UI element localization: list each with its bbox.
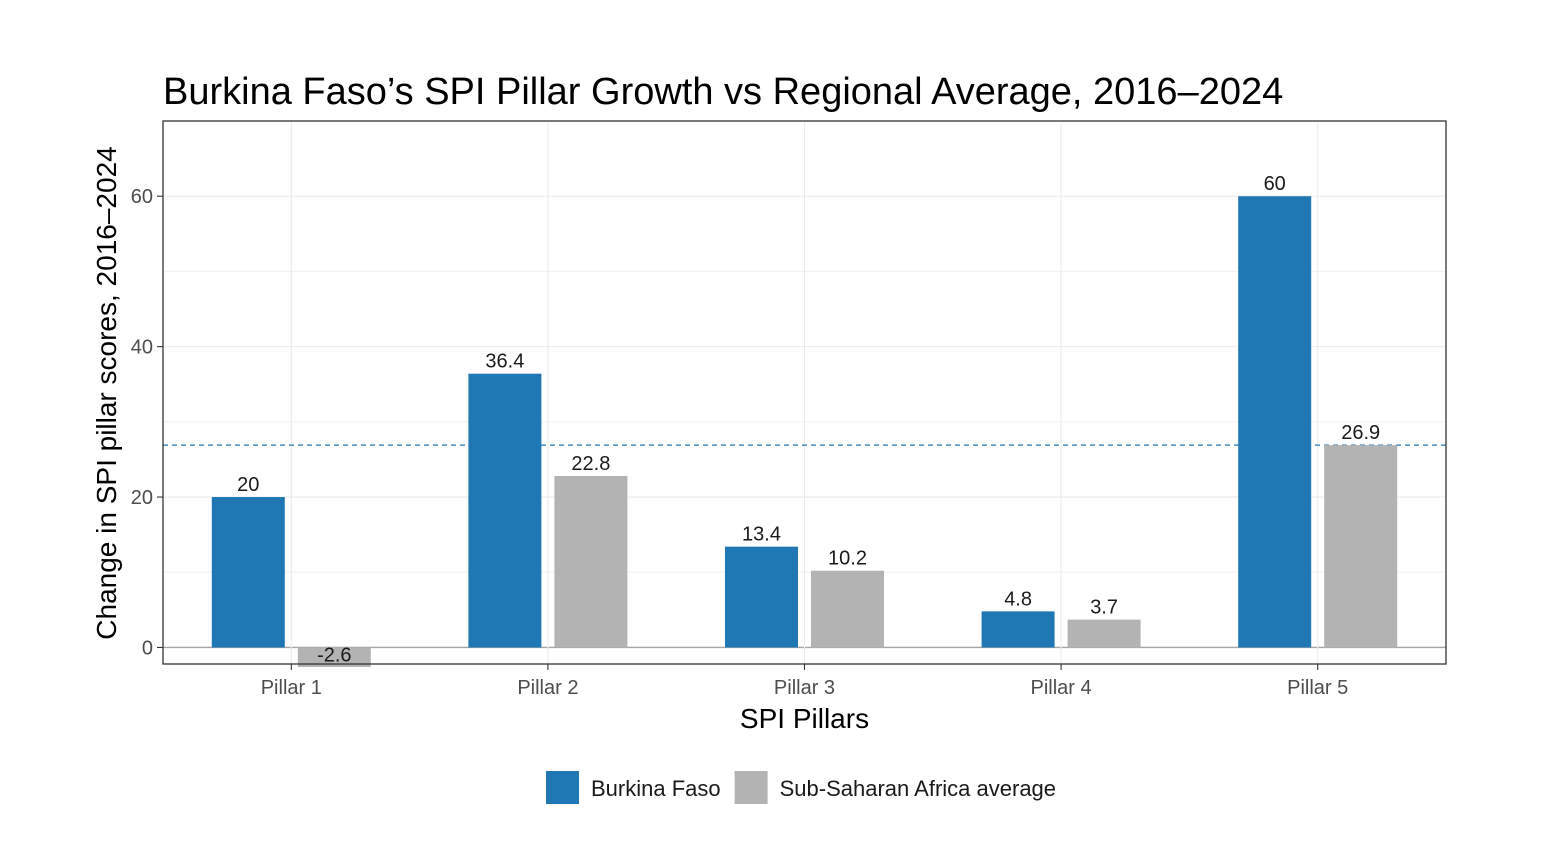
bar-value-label: 22.8	[571, 453, 610, 475]
axis-layer: 0 20 40 60 Pillar 1 Pillar 2 Pillar 3 Pillar 4 P…	[131, 186, 1349, 699]
bar-label-layer: 20 36.4 13.4 4.8 60 -2.6 22.8 10.2 3.7 26.9	[237, 173, 1380, 666]
bar-burkina-faso-4	[981, 611, 1055, 648]
x-tick-label: Pillar 2	[517, 677, 578, 699]
bar-value-label: 36.4	[485, 351, 524, 373]
legend-label-burkina-faso: Burkina Faso	[591, 776, 721, 801]
legend-key-ssa-average	[734, 771, 768, 804]
bar-burkina-faso-5	[1238, 196, 1312, 648]
bar-layer	[211, 196, 1398, 668]
y-tick-label: 40	[131, 337, 153, 359]
bar-ssa-average-5	[1324, 445, 1398, 648]
bar-burkina-faso-1	[211, 497, 285, 648]
y-tick-label: 60	[131, 186, 153, 208]
bar-value-label: 4.8	[1004, 588, 1032, 610]
bar-value-label: 26.9	[1341, 422, 1380, 444]
bar-ssa-average-3	[811, 570, 884, 648]
bar-ssa-average-2	[554, 475, 628, 648]
legend-key-burkina-faso	[546, 771, 579, 804]
x-tick-label: Pillar 4	[1031, 677, 1092, 699]
bar-value-label: 3.7	[1090, 597, 1118, 619]
x-tick-label: Pillar 1	[261, 677, 322, 699]
grid-layer	[163, 121, 1446, 664]
bar-ssa-average-1	[297, 647, 371, 668]
bar-value-label: 20	[237, 474, 259, 496]
bar-burkina-faso-3	[725, 546, 798, 648]
bar-value-label: 10.2	[828, 548, 867, 570]
bar-value-label: -2.6	[317, 644, 351, 666]
x-tick-label: Pillar 5	[1287, 677, 1348, 699]
legend: Burkina Faso Sub-Saharan Africa average	[546, 771, 1056, 804]
bar-ssa-average-4	[1067, 619, 1141, 648]
bar-value-label: 13.4	[742, 524, 781, 546]
legend-label-ssa-average: Sub-Saharan Africa average	[780, 776, 1056, 801]
chart-title: Burkina Faso’s SPI Pillar Growth vs Regi…	[163, 71, 1283, 113]
bar-burkina-faso-2	[468, 373, 542, 648]
x-tick-label: Pillar 3	[774, 677, 835, 699]
y-axis-title: Change in SPI pillar scores, 2016–2024	[91, 146, 122, 639]
y-tick-label: 0	[142, 637, 153, 659]
x-axis-title: SPI Pillars	[740, 703, 869, 734]
bar-value-label: 60	[1264, 173, 1286, 195]
y-tick-label: 20	[131, 487, 153, 509]
